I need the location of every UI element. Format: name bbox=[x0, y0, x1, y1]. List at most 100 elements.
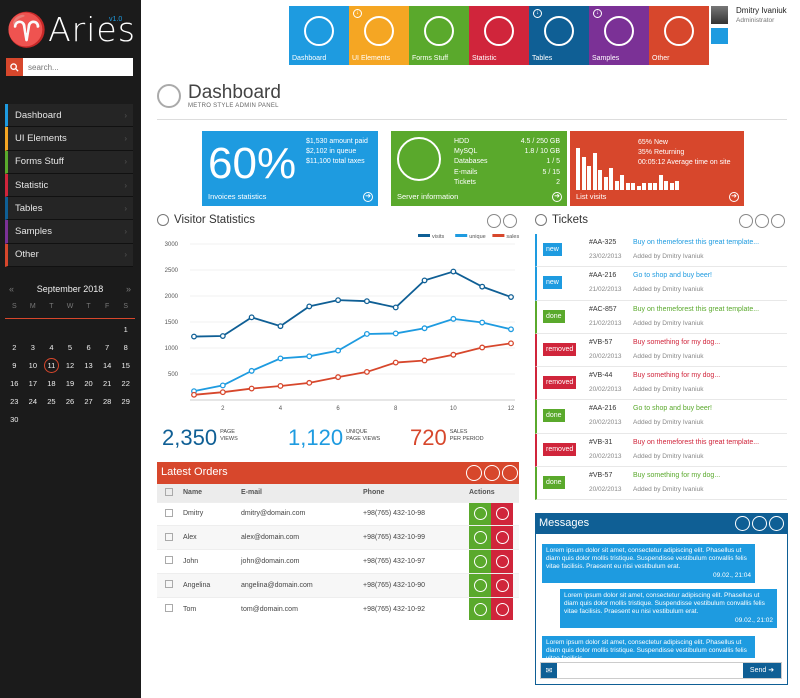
tile-samples[interactable]: ↓ Samples bbox=[589, 6, 649, 65]
column-header[interactable]: E-mail bbox=[241, 484, 363, 502]
calendar-day[interactable]: 8 bbox=[123, 343, 128, 352]
invoices-stat-tile[interactable]: 60% $1,530 amount paid $2,102 in queue $… bbox=[202, 131, 378, 206]
calendar-day[interactable]: 23 bbox=[10, 397, 19, 406]
message-input[interactable] bbox=[557, 663, 743, 678]
calendar-day[interactable]: 4 bbox=[49, 343, 54, 352]
table-row[interactable]: Alex alex@domain.com +98(765) 432-10-99 bbox=[157, 525, 519, 550]
close-icon[interactable] bbox=[502, 465, 518, 481]
ticket-item[interactable]: new #AA-325 23/02/2013 Buy on themeforest t… bbox=[535, 234, 787, 268]
sidebar-item-forms-stuff[interactable]: Forms Stuff › bbox=[5, 150, 133, 174]
collapse-icon[interactable] bbox=[503, 214, 517, 228]
user-badge[interactable] bbox=[711, 28, 728, 44]
close-icon[interactable] bbox=[771, 214, 785, 228]
delete-button[interactable] bbox=[491, 597, 513, 621]
avatar[interactable] bbox=[711, 6, 728, 24]
calendar-day[interactable]: 30 bbox=[10, 415, 19, 424]
calendar-day[interactable]: 26 bbox=[65, 397, 75, 406]
tile-statistic[interactable]: Statistic bbox=[469, 6, 529, 65]
table-row[interactable]: John john@domain.com +98(765) 432-10-97 bbox=[157, 549, 519, 574]
calendar-day[interactable]: 10 bbox=[28, 361, 38, 370]
calendar-day[interactable]: 9 bbox=[12, 361, 17, 370]
sidebar-item-samples[interactable]: Samples › bbox=[5, 220, 133, 244]
calendar-day[interactable]: 15 bbox=[121, 361, 130, 370]
calendar-day[interactable]: 1 bbox=[123, 325, 128, 334]
calendar-day[interactable]: 7 bbox=[105, 343, 110, 352]
calendar-day[interactable]: 11 bbox=[43, 358, 59, 373]
send-button[interactable]: Send ➜ bbox=[743, 663, 781, 678]
tile-other[interactable]: Other bbox=[649, 6, 709, 65]
delete-button[interactable] bbox=[491, 573, 513, 597]
download-icon[interactable]: ↓ bbox=[533, 9, 542, 18]
search-input[interactable] bbox=[23, 58, 131, 76]
row-checkbox[interactable] bbox=[165, 580, 173, 589]
calendar-day[interactable]: 28 bbox=[102, 397, 112, 406]
table-row[interactable]: Dmitry dmitry@domain.com +98(765) 432-10-9… bbox=[157, 501, 519, 526]
calendar-day[interactable]: 6 bbox=[86, 343, 91, 352]
ticket-item[interactable]: removed #VB-31 20/02/2013 Buy on themefores… bbox=[535, 433, 787, 468]
ticket-title[interactable]: Buy something for my dog... bbox=[633, 472, 721, 480]
arrow-right-icon[interactable]: ➜ bbox=[552, 192, 562, 202]
ticket-title[interactable]: Go to shop and buy beer! bbox=[633, 272, 712, 280]
calendar-day[interactable]: 24 bbox=[28, 397, 38, 406]
calendar-day[interactable]: 3 bbox=[30, 343, 35, 352]
calendar-day[interactable]: 16 bbox=[10, 379, 19, 388]
close-icon[interactable] bbox=[769, 516, 784, 531]
edit-button[interactable] bbox=[469, 550, 491, 573]
arrow-right-icon[interactable]: ➜ bbox=[729, 192, 739, 202]
delete-button[interactable] bbox=[491, 550, 513, 573]
delete-button[interactable] bbox=[491, 502, 513, 526]
table-row[interactable]: Tom tom@domain.com +98(765) 432-10-92 bbox=[157, 596, 519, 621]
ticket-title[interactable]: Buy something for my dog... bbox=[633, 338, 721, 346]
sidebar-item-dashboard[interactable]: Dashboard › bbox=[5, 104, 133, 128]
edit-button[interactable] bbox=[469, 502, 491, 526]
calendar-day[interactable]: 18 bbox=[47, 379, 56, 388]
column-header[interactable]: Name bbox=[183, 484, 241, 502]
edit-button[interactable] bbox=[469, 573, 491, 597]
delete-button[interactable] bbox=[491, 526, 513, 550]
ticket-item[interactable]: done #AC-857 21/02/2013 Buy on themeforest … bbox=[535, 300, 787, 334]
edit-button[interactable] bbox=[469, 526, 491, 550]
user-panel[interactable]: Dmitry Ivaniuk Administrator bbox=[711, 6, 800, 26]
calendar-next-button[interactable]: » bbox=[125, 284, 131, 294]
ticket-item[interactable]: removed #VB-44 20/02/2013 Buy something for… bbox=[535, 367, 787, 401]
app-logo[interactable]: ♈Aries bbox=[6, 10, 136, 49]
calendar-day[interactable]: 12 bbox=[65, 361, 75, 370]
search-icon[interactable] bbox=[6, 58, 23, 76]
refresh-icon[interactable] bbox=[739, 214, 753, 228]
ticket-title[interactable]: Buy on themeforest this great template..… bbox=[633, 239, 760, 246]
row-checkbox[interactable] bbox=[165, 532, 173, 541]
collapse-icon[interactable] bbox=[755, 214, 769, 228]
tile-forms-stuff[interactable]: Forms Stuff bbox=[409, 6, 469, 65]
tile-tables[interactable]: ↓ Tables bbox=[529, 6, 589, 65]
tile-dashboard[interactable]: Dashboard bbox=[289, 6, 349, 65]
ticket-item[interactable]: new #AA-216 21/02/2013 Go to shop and buy b… bbox=[535, 267, 787, 301]
server-stat-tile[interactable]: HDD 4.5 / 250 GB MySQL 1.8 / 10 GB Databases… bbox=[391, 131, 567, 206]
refresh-icon[interactable] bbox=[735, 516, 750, 531]
ticket-item[interactable]: done #AA-216 20/02/2013 Go to shop and buy … bbox=[535, 400, 787, 434]
calendar-day[interactable]: 27 bbox=[84, 397, 93, 406]
ticket-title[interactable]: Buy on themeforest this great template..… bbox=[633, 438, 760, 446]
row-checkbox[interactable] bbox=[165, 508, 173, 517]
table-row[interactable]: Angelina angelina@domain.com +98(765) 432-… bbox=[157, 572, 519, 598]
calendar-day[interactable]: 22 bbox=[121, 379, 130, 388]
calendar-day[interactable]: 29 bbox=[121, 397, 130, 406]
refresh-icon[interactable] bbox=[487, 214, 501, 228]
calendar-day[interactable]: 25 bbox=[47, 397, 56, 406]
tile-ui-elements[interactable]: ↓ UI Elements bbox=[349, 6, 409, 65]
sidebar-item-other[interactable]: Other › bbox=[5, 243, 133, 268]
sidebar-item-statistic[interactable]: Statistic › bbox=[5, 173, 133, 198]
row-checkbox[interactable] bbox=[165, 604, 173, 613]
select-all-checkbox[interactable] bbox=[165, 487, 173, 496]
ticket-title[interactable]: Buy something for my dog... bbox=[633, 372, 721, 380]
calendar-day[interactable]: 20 bbox=[84, 379, 93, 388]
collapse-icon[interactable] bbox=[484, 465, 500, 481]
row-checkbox[interactable] bbox=[165, 556, 173, 565]
collapse-icon[interactable] bbox=[752, 516, 767, 531]
calendar-day[interactable]: 13 bbox=[84, 361, 93, 370]
sidebar-item-ui-elements[interactable]: UI Elements › bbox=[5, 127, 133, 151]
sidebar-item-tables[interactable]: Tables › bbox=[5, 197, 133, 221]
arrow-right-icon[interactable]: ➜ bbox=[363, 192, 373, 202]
download-icon[interactable]: ↓ bbox=[593, 9, 602, 18]
calendar-day[interactable]: 19 bbox=[65, 379, 75, 388]
edit-button[interactable] bbox=[469, 597, 491, 621]
